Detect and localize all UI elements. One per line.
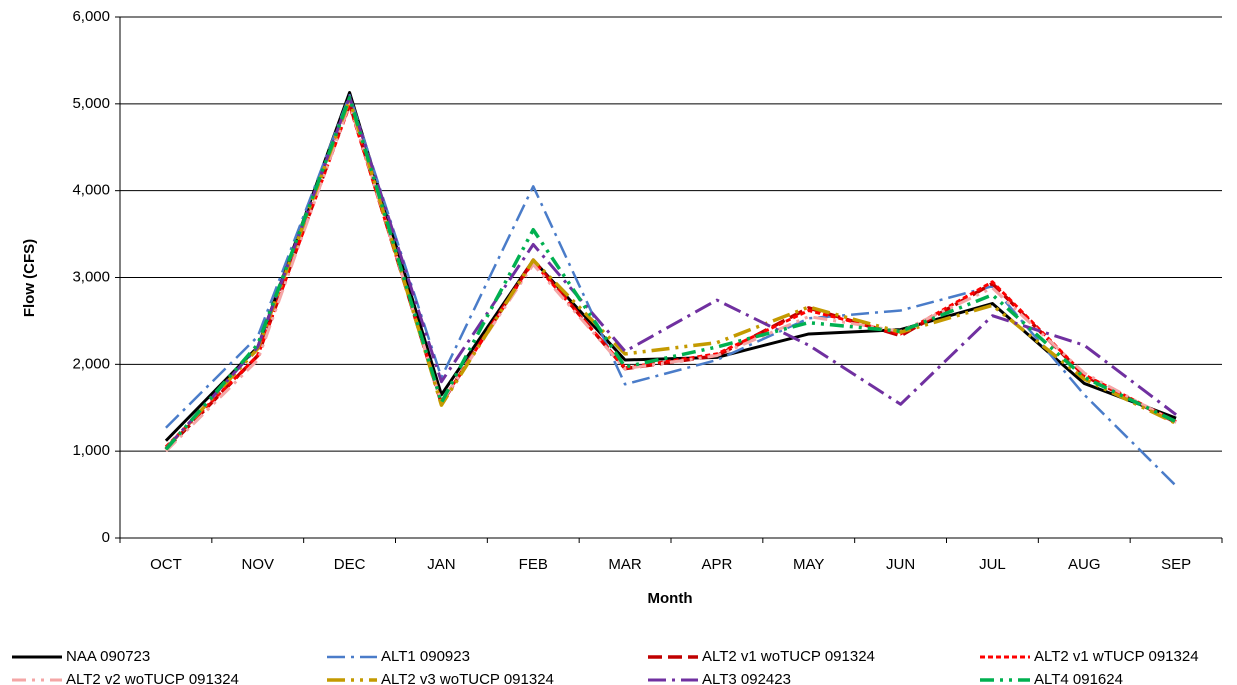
series-line	[164, 97, 1177, 450]
legend-label: ALT2 v1 wTUCP 091324	[1034, 648, 1199, 665]
legend-label: ALT2 v3 woTUCP 091324	[381, 671, 554, 685]
x-tick-label: DEC	[334, 556, 366, 573]
series-line	[164, 102, 1177, 451]
legend-label: NAA 090723	[66, 648, 150, 665]
series-line	[165, 93, 1177, 487]
y-tick-label: 4,000	[72, 182, 110, 199]
y-axis-title: Flow (CFS)	[21, 239, 38, 317]
x-tick-label: AUG	[1068, 556, 1101, 573]
y-tick-label: 1,000	[72, 442, 110, 459]
legend-label: ALT1 090923	[381, 648, 470, 665]
x-axis-title: Month	[648, 590, 693, 607]
x-tick-label: SEP	[1161, 556, 1191, 573]
x-tick-label: FEB	[519, 556, 548, 573]
x-tick-label: JAN	[427, 556, 455, 573]
x-tick-label: MAR	[608, 556, 642, 573]
y-tick-label: 3,000	[72, 268, 110, 285]
x-tick-label: JUN	[886, 556, 915, 573]
series-line	[164, 91, 1177, 442]
x-tick-label: JUL	[979, 556, 1006, 573]
y-tick-label: 5,000	[72, 95, 110, 112]
x-tick-label: APR	[701, 556, 732, 573]
legend-label: ALT2 v2 woTUCP 091324	[66, 671, 239, 685]
series-line	[164, 102, 1177, 453]
x-tick-label: NOV	[241, 556, 274, 573]
legend-label: ALT3 092423	[702, 671, 791, 685]
legend-label: ALT4 091624	[1034, 671, 1123, 685]
y-tick-label: 6,000	[72, 8, 110, 25]
legend-label: ALT2 v1 woTUCP 091324	[702, 648, 875, 665]
y-tick-label: 0	[102, 529, 110, 546]
series-line	[164, 96, 1177, 451]
series-line	[164, 95, 1177, 450]
x-tick-label: MAY	[793, 556, 824, 573]
x-tick-label: OCT	[150, 556, 182, 573]
y-tick-label: 2,000	[72, 355, 110, 372]
series-line	[164, 104, 1177, 448]
